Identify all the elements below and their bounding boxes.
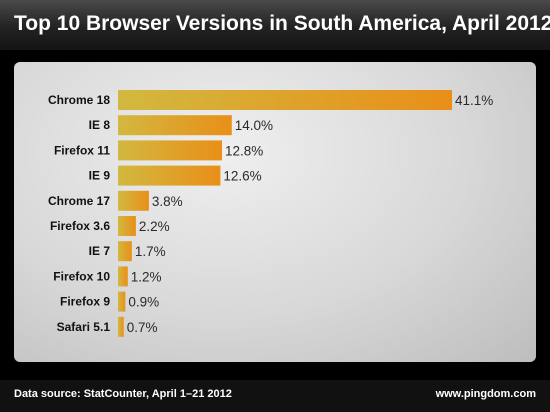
- bar: [118, 291, 126, 312]
- bar: [118, 115, 232, 136]
- footer: Data source: StatCounter, April 1–21 201…: [0, 380, 550, 412]
- bar: [118, 316, 124, 337]
- bar: [118, 190, 149, 211]
- category-label: IE 7: [89, 244, 111, 258]
- category-label: Safari 5.1: [57, 320, 111, 334]
- bar: [118, 140, 223, 161]
- category-label: Firefox 10: [53, 269, 110, 283]
- value-label: 2.2%: [139, 219, 170, 234]
- website-credit: www.pingdom.com: [435, 388, 536, 400]
- category-label: Chrome 17: [48, 194, 110, 208]
- bar: [118, 241, 132, 262]
- value-label: 12.6%: [223, 169, 261, 184]
- category-label: IE 8: [89, 118, 111, 132]
- category-label: Firefox 9: [60, 295, 110, 309]
- value-label: 3.8%: [152, 194, 183, 209]
- bar-chart: Chrome 18 41.1% IE 8 14.0% Firefox 11 12.8% IE…: [48, 90, 493, 337]
- bar: [118, 216, 136, 236]
- data-source-note: Data source: StatCounter, April 1–21 201…: [14, 388, 232, 400]
- plot-panel: Chrome 18 41.1% IE 8 14.0% Firefox 11 12.8% IE…: [14, 62, 536, 362]
- bar: [118, 266, 128, 287]
- value-label: 1.7%: [135, 244, 166, 259]
- value-label: 12.8%: [225, 143, 263, 158]
- title-bar: Top 10 Browser Versions in South America…: [0, 0, 550, 50]
- value-label: 14.0%: [235, 118, 273, 133]
- category-label: IE 9: [89, 169, 111, 183]
- category-label: Chrome 18: [48, 93, 110, 107]
- value-label: 0.7%: [127, 320, 158, 335]
- value-label: 0.9%: [128, 295, 159, 310]
- bar: [118, 165, 221, 186]
- chart-title: Top 10 Browser Versions in South America…: [14, 12, 550, 35]
- category-label: Firefox 11: [54, 143, 110, 157]
- category-label: Firefox 3.6: [50, 219, 110, 233]
- value-label: 1.2%: [131, 269, 162, 284]
- bar: [118, 90, 452, 110]
- value-label: 41.1%: [455, 93, 493, 108]
